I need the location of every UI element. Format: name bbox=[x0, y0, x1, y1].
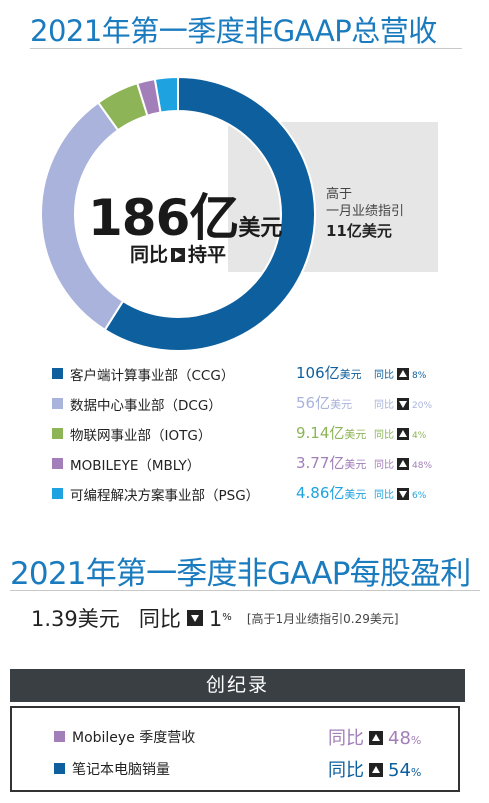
legend-yoy: 同比 4% bbox=[374, 428, 427, 441]
legend-yoy: 同比 8% bbox=[374, 368, 427, 381]
eps-yoy-percent-sign: % bbox=[222, 612, 232, 623]
guidance-note: 高于 一月业绩指引 11亿美元 bbox=[326, 186, 404, 240]
legend-item: 可编程解决方案事业部（PSG） 4.86亿美元 同比 6% bbox=[52, 482, 452, 512]
legend-item: 客户端计算事业部（CCG） 106亿美元 同比 8% bbox=[52, 362, 452, 392]
legend-yoy: 同比 20% bbox=[374, 398, 433, 411]
legend-swatch bbox=[52, 458, 63, 469]
donut-slice bbox=[103, 75, 316, 352]
legend-item: 数据中心事业部（DCG） 56亿美元 同比 20% bbox=[52, 392, 452, 422]
record-yoy: 同比 48% bbox=[328, 728, 422, 749]
title-divider bbox=[30, 48, 462, 49]
record-yoy: 同比 54% bbox=[328, 760, 422, 781]
guidance-line1: 高于 bbox=[326, 187, 353, 202]
triangle-up-icon bbox=[369, 763, 383, 777]
record-item: Mobileye 季度营收 同比 48% bbox=[54, 724, 454, 750]
triangle-down-icon bbox=[397, 398, 409, 410]
eps-yoy-number: 1 bbox=[208, 607, 223, 631]
triangle-right-icon bbox=[171, 248, 186, 262]
eps-guidance-note: [高于1月业绩指引0.29美元] bbox=[246, 612, 399, 626]
legend-value: 4.86亿美元 bbox=[296, 484, 367, 502]
eps-summary: 1.39美元 同比 1% [高于1月业绩指引0.29美元] bbox=[31, 603, 399, 633]
total-yoy-label: 同比 bbox=[130, 244, 169, 266]
total-yoy-text: 持平 bbox=[188, 244, 227, 266]
record-item: 笔记本电脑销量 同比 54% bbox=[54, 756, 454, 782]
triangle-down-icon bbox=[397, 488, 409, 500]
total-yoy: 同比 持平 bbox=[130, 240, 226, 267]
record-swatch bbox=[54, 731, 65, 742]
eps-title: 2021年第一季度非GAAP每股盈利 bbox=[10, 556, 471, 592]
eps-yoy-label: 同比 bbox=[138, 607, 181, 631]
legend-swatch bbox=[52, 488, 63, 499]
records-header: 创纪录 bbox=[10, 669, 465, 702]
revenue-legend: 客户端计算事业部（CCG） 106亿美元 同比 8% 数据中心事业部（DCG） 56亿美元… bbox=[52, 362, 452, 512]
triangle-up-icon bbox=[397, 458, 409, 470]
guidance-value: 11亿美元 bbox=[326, 222, 392, 240]
legend-value: 106亿美元 bbox=[296, 364, 362, 382]
guidance-line2: 一月业绩指引 bbox=[326, 204, 405, 219]
total-revenue-unit: 美元 bbox=[238, 216, 283, 241]
legend-swatch bbox=[52, 398, 63, 409]
legend-value: 56亿美元 bbox=[296, 394, 353, 412]
legend-label: 数据中心事业部（DCG） bbox=[70, 398, 222, 414]
legend-yoy: 同比 48% bbox=[374, 458, 433, 471]
legend-item: MOBILEYE（MBLY） 3.77亿美元 同比 48% bbox=[52, 452, 452, 482]
total-revenue-value: 186亿 bbox=[88, 189, 239, 247]
legend-swatch bbox=[52, 428, 63, 439]
donut-slice bbox=[153, 75, 179, 114]
record-label: 笔记本电脑销量 bbox=[72, 762, 170, 778]
legend-value: 9.14亿美元 bbox=[296, 424, 367, 442]
total-revenue: 186亿美元 bbox=[88, 178, 282, 250]
record-label: Mobileye 季度营收 bbox=[72, 730, 196, 746]
triangle-up-icon bbox=[397, 428, 409, 440]
eps-divider bbox=[10, 590, 480, 591]
records-box: Mobileye 季度营收 同比 48% 笔记本电脑销量 同比 54% bbox=[10, 706, 460, 792]
eps-value: 1.39美元 bbox=[31, 607, 120, 631]
legend-swatch bbox=[52, 368, 63, 379]
legend-label: 客户端计算事业部（CCG） bbox=[70, 368, 235, 384]
revenue-title: 2021年第一季度非GAAP总营收 bbox=[30, 14, 437, 48]
legend-label: 可编程解决方案事业部（PSG） bbox=[70, 488, 260, 504]
record-swatch bbox=[54, 763, 65, 774]
legend-label: MOBILEYE（MBLY） bbox=[70, 458, 201, 474]
legend-label: 物联网事业部（IOTG） bbox=[70, 428, 212, 444]
legend-yoy: 同比 6% bbox=[374, 488, 427, 501]
triangle-down-icon bbox=[186, 610, 203, 626]
triangle-up-icon bbox=[397, 368, 409, 380]
revenue-donut-chart bbox=[40, 75, 316, 352]
triangle-up-icon bbox=[369, 731, 383, 745]
legend-item: 物联网事业部（IOTG） 9.14亿美元 同比 4% bbox=[52, 422, 452, 452]
legend-value: 3.77亿美元 bbox=[296, 454, 367, 472]
